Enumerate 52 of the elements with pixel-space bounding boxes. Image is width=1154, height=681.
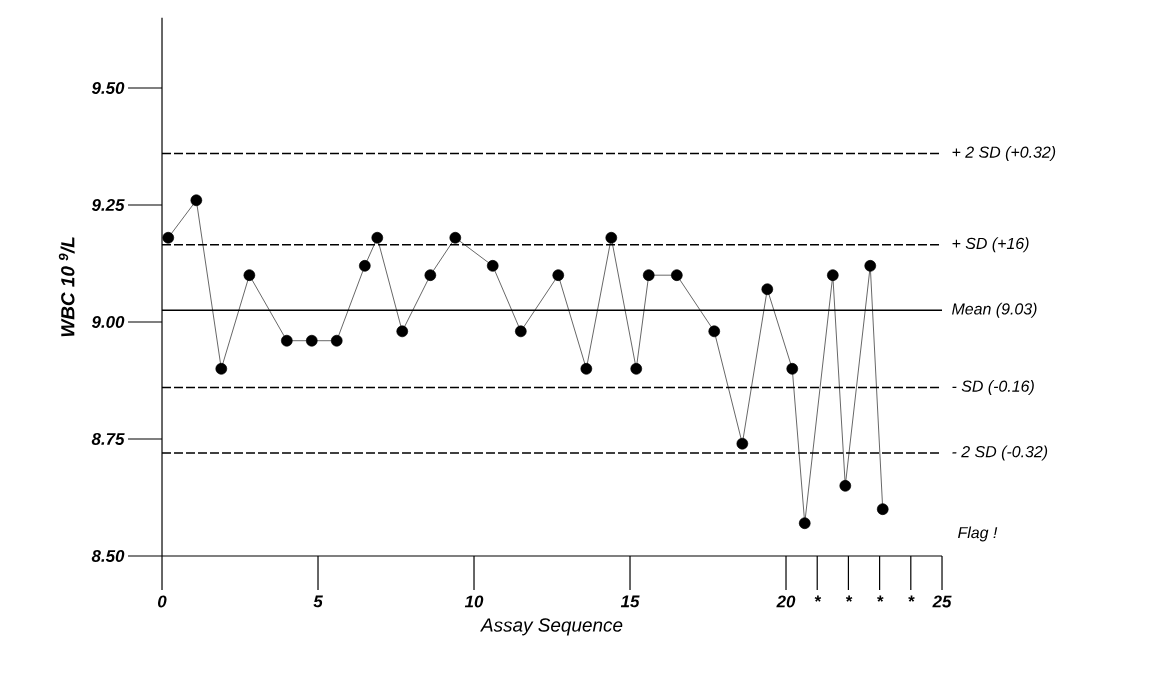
point — [786, 362, 799, 375]
point — [215, 362, 228, 375]
point — [162, 231, 175, 244]
point — [396, 325, 409, 338]
y-tick-label: 9.00 — [91, 315, 125, 328]
point — [876, 503, 889, 515]
point — [424, 269, 437, 281]
x-tick-label: 10 — [464, 595, 484, 608]
point — [736, 437, 749, 450]
ref-line-label: - SD (-0.16) — [952, 380, 1034, 395]
point — [708, 325, 721, 338]
y-tick-label: 9.25 — [91, 198, 125, 211]
point — [642, 269, 655, 281]
y-tick-label: 8.50 — [91, 549, 125, 562]
point — [281, 334, 293, 347]
ref-line-label: + 2 SD (+0.32) — [952, 146, 1056, 161]
point — [839, 479, 852, 492]
point — [605, 231, 618, 244]
point — [190, 194, 203, 207]
point — [761, 283, 774, 296]
x-tick-label: 20 — [776, 595, 796, 608]
y-tick-label: 8.75 — [91, 433, 125, 445]
x-tick-label: 5 — [313, 595, 323, 608]
x-tick-label: * — [814, 595, 822, 602]
point — [330, 334, 343, 347]
point — [243, 269, 256, 281]
point — [449, 231, 462, 244]
point — [864, 260, 877, 272]
point — [827, 269, 839, 281]
point — [671, 269, 683, 281]
text: Flag ! — [958, 526, 998, 542]
ref-line-label: - 2 SD (-0.32) — [952, 445, 1048, 461]
y-tick-label: 9.50 — [91, 81, 125, 94]
point — [305, 334, 318, 347]
x-tick-label: 15 — [620, 595, 640, 608]
x-tick-label: * — [877, 595, 884, 602]
x-tick-label: * — [845, 595, 853, 602]
point — [630, 362, 643, 375]
point — [798, 517, 811, 530]
ref-line-label: Mean (9.03) — [952, 302, 1037, 318]
point — [515, 325, 527, 338]
ref-line-label: + SD (+16) — [952, 237, 1029, 253]
point — [580, 362, 593, 375]
x-tick-label: 25 — [932, 595, 952, 608]
y-axis-title: WBC 10 $^{9}$/L — [58, 237, 75, 337]
x-tick-label: 0 — [158, 595, 167, 608]
x-tick-label: * — [908, 595, 915, 602]
point — [486, 260, 499, 272]
x-axis-title: Assay Sequence — [480, 618, 623, 636]
point — [371, 231, 384, 244]
point — [552, 269, 565, 281]
point — [359, 260, 371, 272]
